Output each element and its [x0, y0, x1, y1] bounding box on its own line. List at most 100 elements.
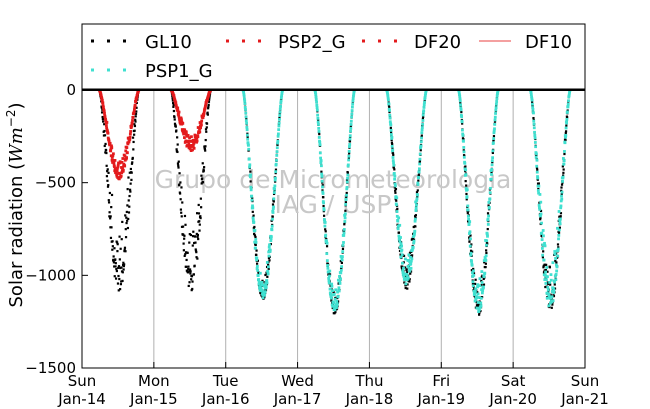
point [484, 265, 487, 269]
point [339, 271, 343, 275]
point [460, 115, 464, 119]
point [184, 223, 187, 226]
point [191, 280, 194, 283]
point [321, 192, 325, 195]
point [461, 122, 464, 125]
point [557, 237, 560, 241]
point [529, 91, 533, 94]
point [115, 267, 118, 271]
point [413, 229, 417, 233]
point [496, 92, 499, 95]
point [183, 214, 187, 218]
point [561, 157, 565, 160]
point [198, 223, 201, 226]
point [267, 265, 270, 269]
point [180, 186, 183, 189]
point [126, 142, 130, 146]
point [343, 216, 347, 220]
point [420, 128, 424, 132]
point [275, 154, 279, 157]
y-axis-title-exponent: −2 [4, 110, 18, 128]
point [409, 272, 412, 275]
point [128, 188, 132, 191]
point [479, 304, 483, 308]
point [414, 200, 418, 204]
point [393, 182, 397, 186]
point [257, 280, 261, 284]
point [344, 209, 347, 212]
point [204, 101, 208, 105]
point [104, 142, 107, 146]
point [465, 184, 468, 187]
point [255, 253, 258, 257]
point [128, 137, 132, 141]
point [474, 298, 478, 301]
point [390, 131, 393, 134]
point [486, 227, 489, 231]
point [247, 147, 251, 151]
point [329, 296, 333, 300]
legend-marker-gl10 [91, 39, 126, 43]
point [542, 250, 545, 253]
point [112, 258, 115, 261]
point [269, 237, 273, 241]
point [484, 254, 488, 258]
point [245, 133, 249, 137]
point [554, 278, 558, 282]
point [116, 282, 120, 285]
point [280, 90, 284, 94]
point [254, 243, 257, 247]
point [317, 130, 321, 133]
x-tick-label-day: Tue [212, 372, 239, 390]
point [110, 144, 113, 148]
point [412, 238, 416, 241]
point [539, 216, 542, 220]
point [494, 106, 498, 109]
point [200, 119, 204, 123]
point [466, 214, 470, 218]
point [135, 110, 138, 113]
point [341, 247, 345, 251]
point [181, 130, 185, 134]
point [118, 277, 121, 281]
point [395, 203, 398, 207]
point [405, 268, 408, 271]
point [134, 112, 138, 115]
point [532, 116, 535, 120]
point [422, 106, 426, 109]
point [394, 189, 397, 192]
point [420, 126, 424, 129]
x-tick-label-day: Wed [281, 372, 314, 390]
point [340, 258, 344, 262]
x-tick-label-date: Jan-20 [488, 390, 537, 408]
point [560, 197, 564, 201]
point [548, 266, 552, 269]
point [251, 197, 254, 200]
point [397, 234, 401, 238]
point [411, 245, 415, 249]
point [346, 171, 349, 174]
point [248, 175, 252, 179]
point [200, 174, 203, 177]
point [538, 193, 542, 196]
point [321, 184, 324, 187]
point [342, 231, 346, 235]
point [328, 269, 332, 273]
point [458, 97, 462, 101]
point [109, 217, 112, 220]
point [343, 213, 346, 217]
point [421, 117, 425, 120]
point [195, 256, 198, 259]
point [263, 290, 267, 294]
point [245, 117, 248, 120]
point [473, 294, 476, 298]
point [487, 206, 491, 209]
point [344, 197, 348, 201]
point [421, 122, 425, 126]
legend-dot [123, 68, 126, 72]
point [193, 241, 196, 245]
point [135, 95, 139, 99]
point [562, 174, 565, 177]
point [546, 288, 550, 292]
